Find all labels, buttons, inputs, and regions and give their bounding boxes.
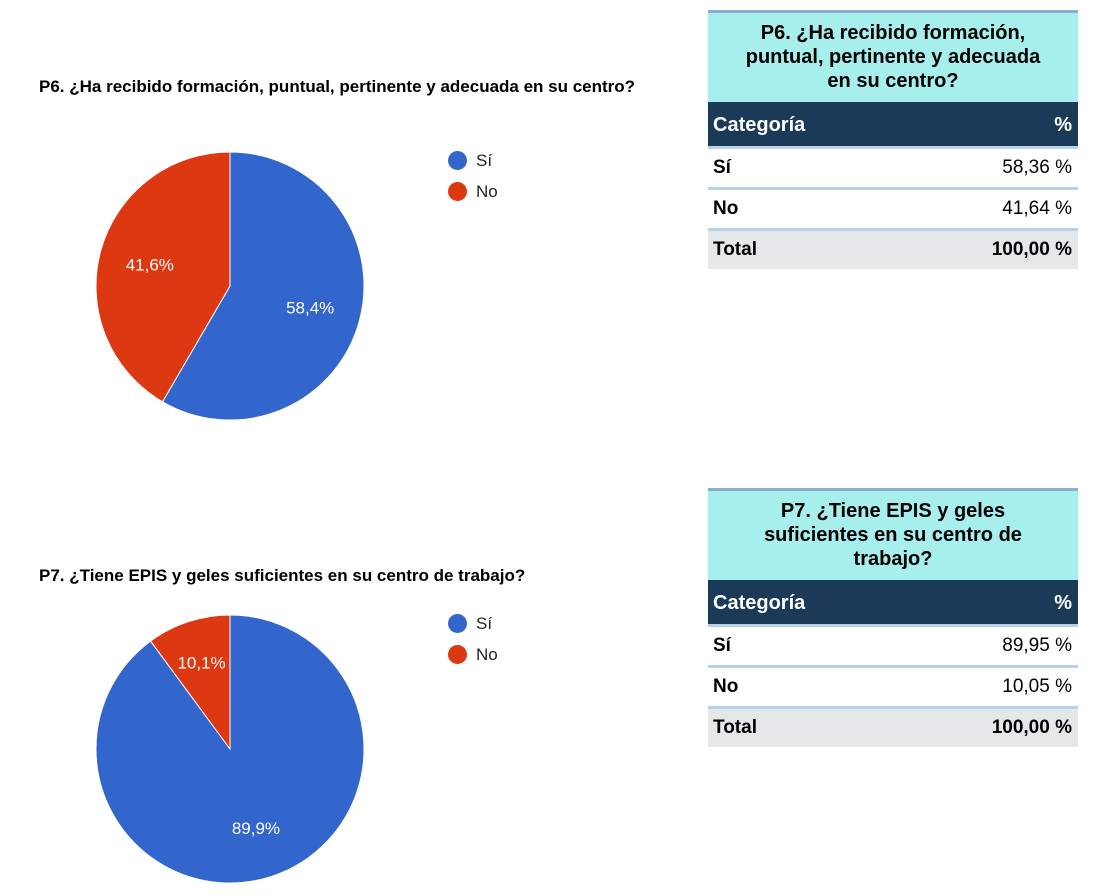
table-title: P7. ¿Tiene EPIS y geles suficientes en s… [708,488,1078,580]
legend-item-no[interactable]: No [448,176,498,207]
pie-slice-no[interactable] [149,614,231,751]
row-value: 10,05 % [1002,676,1072,697]
pie-data-label: 10,1% [177,653,225,672]
column-header-percent: % [1054,113,1072,136]
row-category: Sí [713,635,731,656]
pie-chart-p7: 89,9% 10,1% [95,614,365,884]
legend-item-no[interactable]: No [448,639,498,670]
legend-label-si: Sí [476,613,493,633]
table-row: Sí 58,36 % [708,146,1078,187]
table-total-row: Total 100,00 % [708,706,1078,747]
legend-label-no: No [476,181,498,201]
total-label: Total [713,717,757,738]
total-value: 100,00 % [991,717,1072,738]
table-row: Sí 89,95 % [708,624,1078,665]
table-row: No 10,05 % [708,665,1078,706]
legend-swatch-si [448,614,467,633]
legend-label-si: Sí [476,150,493,170]
legend-item-si[interactable]: Sí [448,145,498,176]
legend-item-si[interactable]: Sí [448,608,498,639]
chart-p6: P6. ¿Ha recibido formación, puntual, per… [0,0,700,440]
row-category: No [713,676,739,697]
row-value: 58,36 % [1002,157,1072,178]
total-value: 100,00 % [991,239,1072,260]
column-header-category: Categoría [713,113,806,136]
pie-slice-no[interactable] [95,151,231,403]
table-title: P6. ¿Ha recibido formación, puntual, per… [708,10,1078,102]
table-header: Categoría % [708,580,1078,624]
row-value: 89,95 % [1002,635,1072,656]
legend-swatch-no [448,182,467,201]
chart-title: P7. ¿Tiene EPIS y geles suficientes en s… [39,566,526,585]
chart-p7: P7. ¿Tiene EPIS y geles suficientes en s… [39,566,526,884]
pie-chart-p6: 58,4% 41,6% [95,151,365,421]
chart-legend: Sí No [448,145,498,207]
summary-table-p7: P7. ¿Tiene EPIS y geles suficientes en s… [708,488,1078,747]
pie-slice-si[interactable] [161,151,365,421]
summary-table-p6: P6. ¿Ha recibido formación, puntual, per… [708,10,1078,269]
chart-legend: Sí No [448,608,498,670]
chart-title: P6. ¿Ha recibido formación, puntual, per… [39,77,636,96]
table-row: No 41,64 % [708,187,1078,228]
pie-data-label: 58,4% [286,299,334,318]
pie-data-label: 89,9% [232,819,280,838]
row-category: No [713,198,739,219]
row-value: 41,64 % [1002,198,1072,219]
column-header-percent: % [1054,591,1072,614]
table-total-row: Total 100,00 % [708,228,1078,269]
legend-label-no: No [476,644,498,664]
legend-swatch-si [448,151,467,170]
total-label: Total [713,239,757,260]
pie-data-label: 41,6% [126,255,174,274]
legend-swatch-no [448,645,467,664]
column-header-category: Categoría [713,591,806,614]
table-header: Categoría % [708,102,1078,146]
row-category: Sí [713,157,731,178]
